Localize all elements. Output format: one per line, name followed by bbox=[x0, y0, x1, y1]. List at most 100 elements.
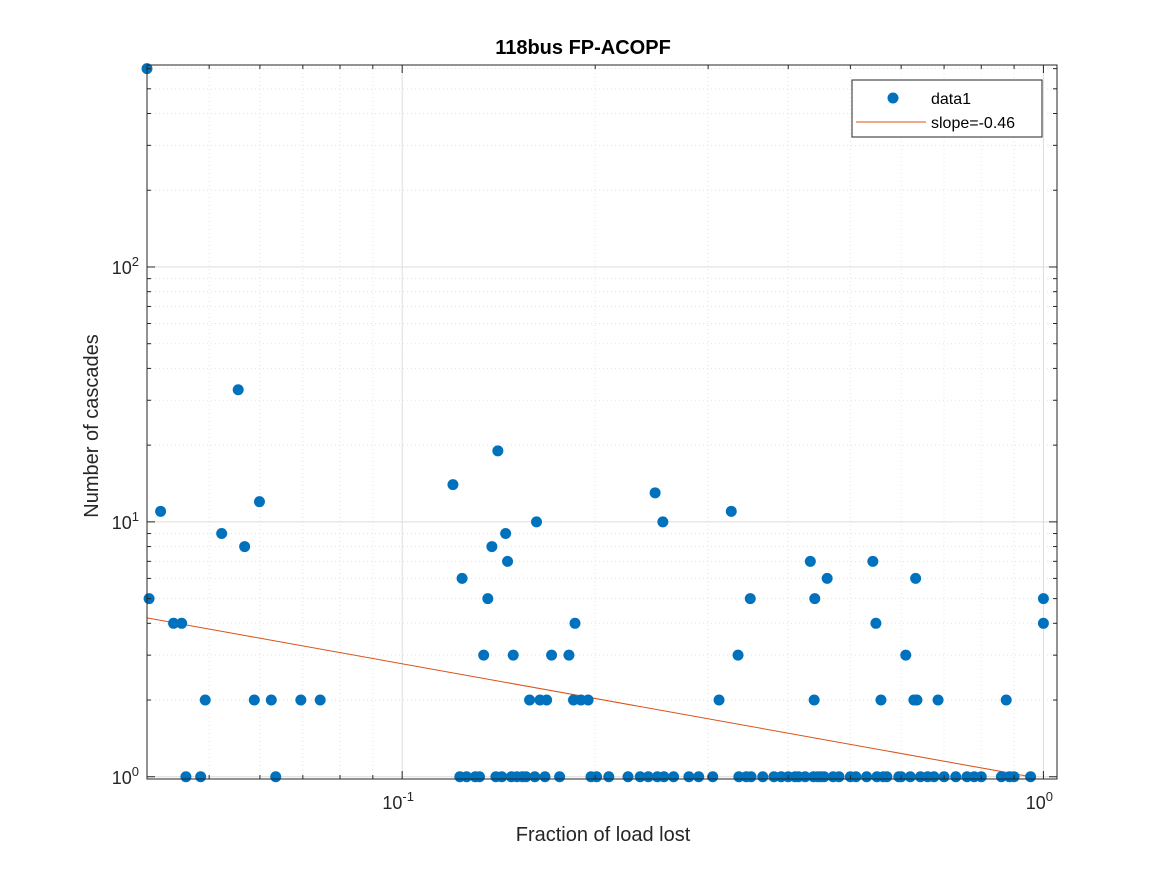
data-point bbox=[900, 649, 912, 661]
data-point bbox=[861, 771, 873, 783]
data-point bbox=[496, 771, 508, 783]
data-point bbox=[808, 694, 820, 706]
data-point bbox=[725, 505, 737, 517]
data-point bbox=[582, 694, 594, 706]
data-point bbox=[482, 593, 494, 605]
data-point bbox=[507, 649, 519, 661]
data-point bbox=[875, 694, 887, 706]
data-point bbox=[248, 694, 260, 706]
data-point bbox=[314, 694, 326, 706]
data-point bbox=[683, 771, 695, 783]
data-point bbox=[932, 694, 944, 706]
data-point bbox=[232, 384, 244, 396]
data-point bbox=[554, 771, 566, 783]
legend-box bbox=[851, 79, 1043, 138]
data-point bbox=[642, 771, 654, 783]
tick-labels: 10-1 100 100 101 102 bbox=[112, 254, 1053, 813]
data-point bbox=[531, 516, 543, 528]
data-point bbox=[995, 771, 1007, 783]
data-point bbox=[603, 771, 615, 783]
data-point bbox=[180, 771, 192, 783]
data-point bbox=[168, 617, 180, 629]
data-point bbox=[867, 555, 879, 567]
x-tick-label: 100 bbox=[1026, 789, 1053, 813]
scatter-series-data1 bbox=[141, 63, 1049, 783]
data-point bbox=[473, 771, 485, 783]
legend: data1 slope=-0.46 bbox=[851, 79, 1043, 138]
data-point bbox=[265, 694, 277, 706]
data-point bbox=[447, 479, 459, 491]
data-point bbox=[928, 771, 940, 783]
data-point bbox=[1000, 694, 1012, 706]
data-point bbox=[461, 771, 473, 783]
data-point bbox=[649, 487, 661, 499]
data-point bbox=[799, 771, 811, 783]
data-point bbox=[569, 617, 581, 629]
axes-box bbox=[146, 64, 1058, 780]
data-point bbox=[216, 528, 228, 540]
data-point bbox=[270, 771, 282, 783]
data-point bbox=[520, 771, 532, 783]
data-point bbox=[668, 771, 680, 783]
data-point bbox=[539, 771, 551, 783]
data-point bbox=[634, 771, 646, 783]
x-tick-label: 10-1 bbox=[382, 789, 414, 813]
data-point bbox=[713, 694, 725, 706]
data-point bbox=[658, 771, 670, 783]
data-point bbox=[950, 771, 962, 783]
data-point bbox=[500, 528, 512, 540]
data-point bbox=[850, 771, 862, 783]
data-point bbox=[456, 572, 468, 584]
data-point bbox=[804, 555, 816, 567]
data-point bbox=[486, 541, 498, 553]
minor-grid bbox=[146, 65, 1057, 779]
data-point bbox=[881, 771, 893, 783]
data-point bbox=[546, 649, 558, 661]
data-point bbox=[1037, 593, 1049, 605]
data-point bbox=[176, 617, 188, 629]
data-point bbox=[155, 505, 167, 517]
data-point bbox=[622, 771, 634, 783]
data-point bbox=[239, 541, 251, 553]
data-point bbox=[744, 593, 756, 605]
data-point bbox=[195, 771, 207, 783]
data-point bbox=[870, 617, 882, 629]
data-point bbox=[591, 771, 603, 783]
chart-title: 118bus FP-ACOPF bbox=[495, 37, 671, 59]
data-point bbox=[492, 445, 504, 457]
data-point bbox=[910, 572, 922, 584]
data-point bbox=[199, 694, 211, 706]
data-point bbox=[563, 649, 575, 661]
y-axis-label: Number of cascades bbox=[81, 334, 103, 517]
data-point bbox=[757, 771, 769, 783]
data-point bbox=[809, 593, 821, 605]
data-point bbox=[818, 771, 830, 783]
data-point bbox=[745, 771, 757, 783]
data-point bbox=[1037, 617, 1049, 629]
data-point bbox=[1025, 771, 1037, 783]
data-point bbox=[502, 555, 514, 567]
data-point bbox=[904, 771, 916, 783]
data-point bbox=[911, 694, 923, 706]
y-tick-label: 101 bbox=[112, 509, 139, 533]
data-point bbox=[732, 649, 744, 661]
data-point bbox=[657, 516, 669, 528]
y-tick-label: 102 bbox=[112, 254, 139, 278]
axis-ticks bbox=[146, 65, 1057, 779]
data-point bbox=[295, 694, 307, 706]
data-point bbox=[524, 694, 536, 706]
data-point bbox=[478, 649, 490, 661]
data-point bbox=[821, 572, 833, 584]
data-point bbox=[833, 771, 845, 783]
legend-label-slope: slope=-0.46 bbox=[931, 115, 1015, 132]
data-point bbox=[541, 694, 553, 706]
x-axis-label: Fraction of load lost bbox=[516, 824, 691, 846]
legend-label-data1: data1 bbox=[931, 91, 971, 108]
data-point bbox=[707, 771, 719, 783]
data-point bbox=[529, 771, 541, 783]
data-point bbox=[253, 496, 265, 508]
y-tick-label: 100 bbox=[112, 764, 139, 788]
major-grid bbox=[147, 65, 1057, 779]
data-point bbox=[693, 771, 705, 783]
